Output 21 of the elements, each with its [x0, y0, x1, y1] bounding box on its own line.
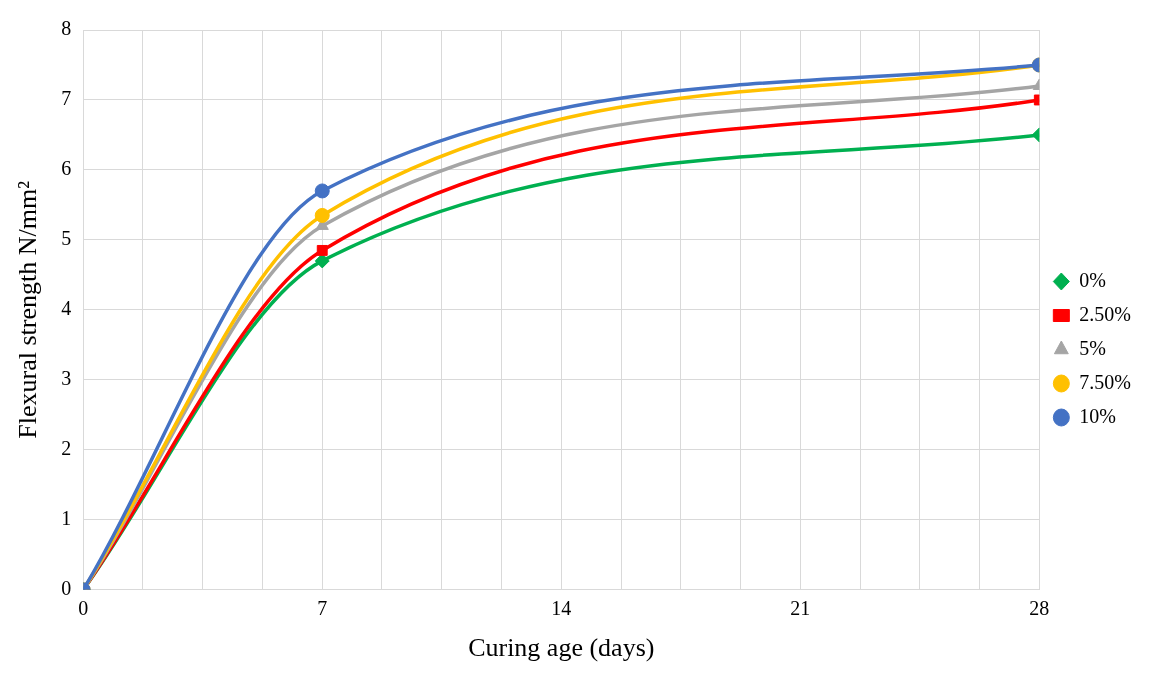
x-axis-title: Curing age (days)	[468, 633, 655, 663]
legend-label: 2.50%	[1079, 302, 1132, 325]
legend-label: 10%	[1079, 404, 1117, 427]
y-tick-label: 5	[61, 227, 72, 250]
x-tick-label: 21	[790, 597, 811, 620]
legend-label: 5%	[1079, 336, 1107, 359]
y-tick-label: 7	[61, 87, 72, 110]
y-tick-label: 4	[61, 297, 72, 320]
legend-label: 7.50%	[1079, 370, 1132, 393]
y-tick-label: 0	[61, 577, 72, 600]
legend-label: 0%	[1079, 268, 1107, 291]
x-tick-label: 28	[1029, 597, 1050, 620]
y-tick-label: 8	[61, 17, 72, 40]
x-tick-label: 7	[317, 597, 328, 620]
y-tick-label: 3	[61, 367, 72, 390]
y-tick-label: 6	[61, 157, 72, 180]
x-tick-label: 0	[78, 597, 89, 620]
y-tick-label: 1	[61, 507, 72, 530]
x-tick-label: 14	[551, 597, 572, 620]
y-tick-label: 2	[61, 437, 72, 460]
y-axis-title: Flexural strength N/mm²	[13, 180, 43, 439]
